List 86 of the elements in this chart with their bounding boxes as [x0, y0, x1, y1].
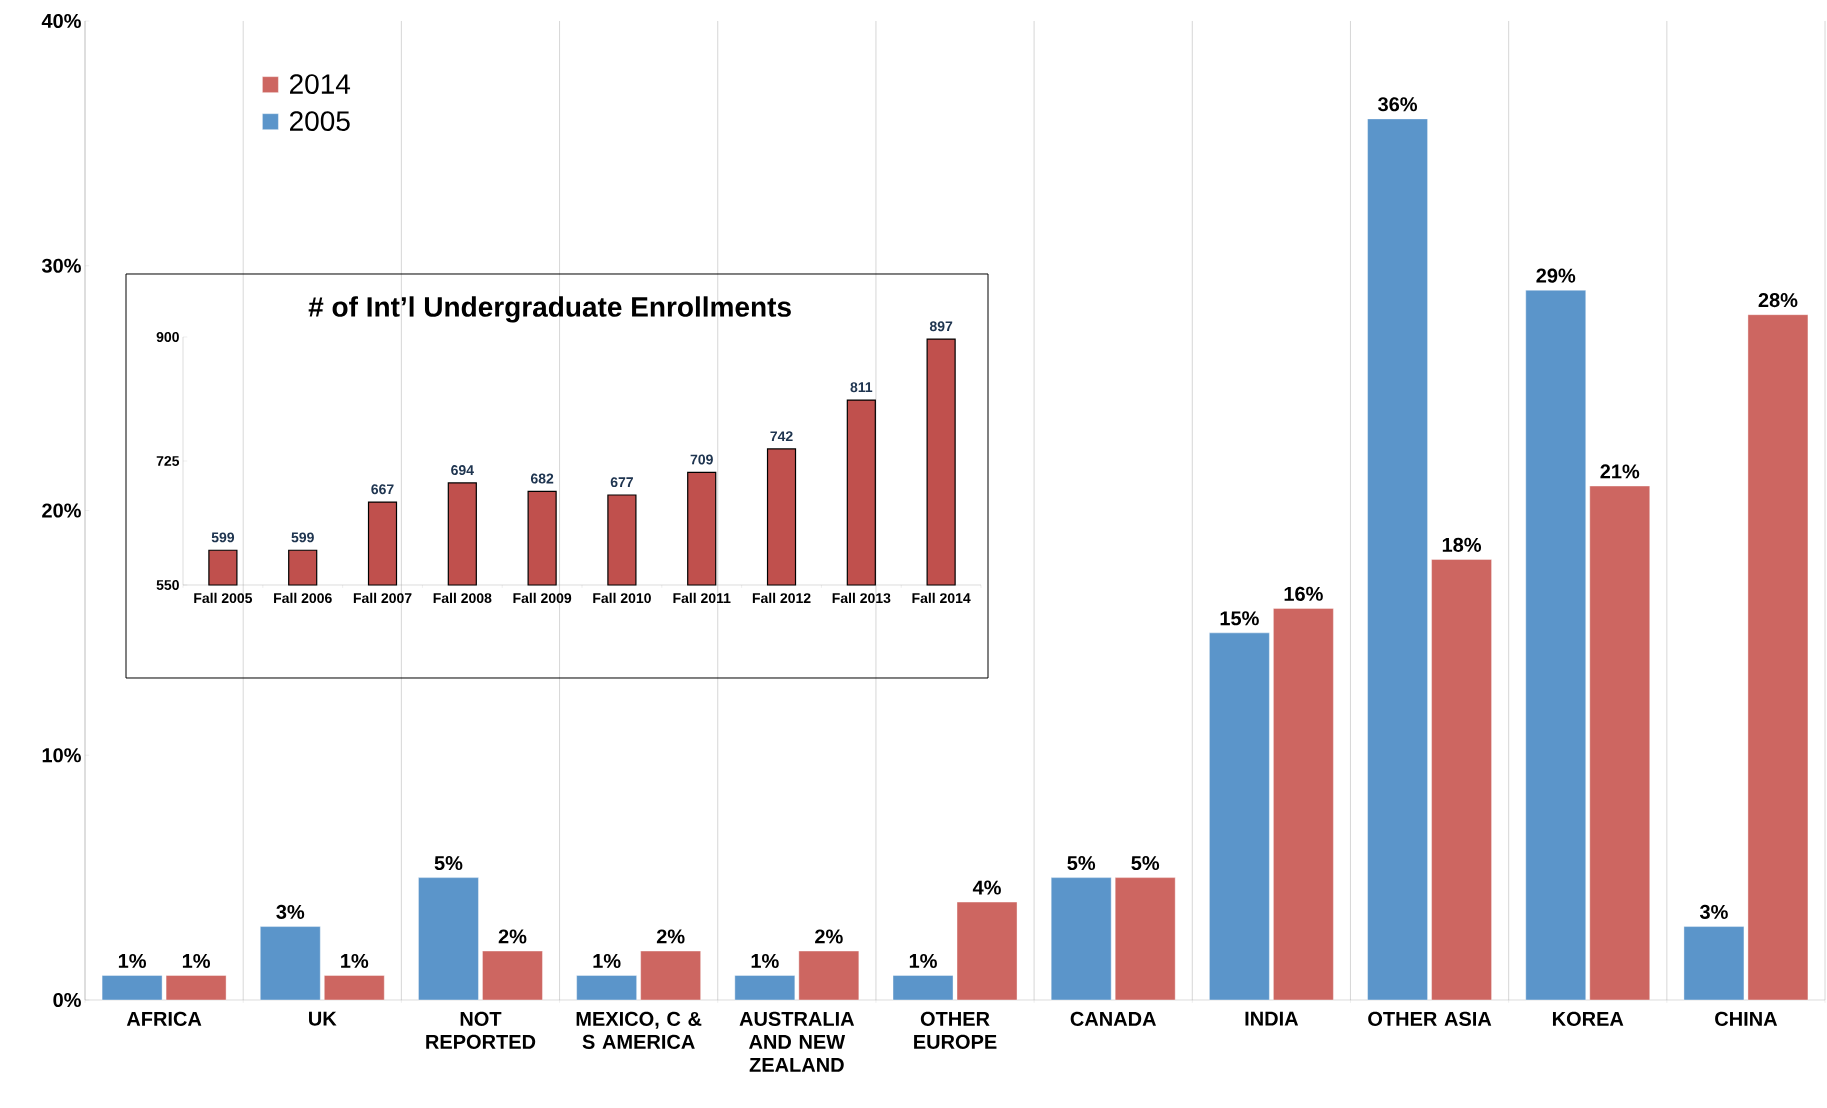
y-tick-label: 10%	[42, 748, 81, 763]
data-label: 3%	[1699, 904, 1728, 920]
bar	[260, 926, 321, 1001]
x-tick-label: MEXICO, C & S AMERICA	[576, 1011, 702, 1049]
data-label: 897	[929, 321, 953, 332]
data-label: 1%	[909, 953, 937, 968]
x-tick-label: NOT REPORTED	[426, 1011, 536, 1049]
x-tick-label: Fall 2005	[194, 592, 253, 604]
legend-label: 2014	[290, 74, 351, 94]
data-label: 1%	[341, 953, 369, 968]
y-tick-label: 725	[156, 456, 180, 466]
bar	[1431, 559, 1492, 1001]
data-label: 677	[610, 477, 633, 488]
x-tick-label: AFRICA	[126, 1011, 202, 1026]
bar	[1525, 290, 1586, 1001]
y-tick-label: 20%	[42, 503, 81, 518]
x-tick-label: CANADA	[1070, 1011, 1156, 1026]
data-label: 682	[530, 473, 554, 484]
x-tick-label: Fall 2009	[513, 592, 572, 604]
x-tick-label: Fall 2011	[673, 592, 731, 604]
data-label: 1%	[751, 953, 779, 968]
data-label: 742	[770, 431, 793, 442]
data-label: 5%	[434, 855, 463, 871]
chart-title: # of Int’l Undergraduate Enrollments	[308, 296, 791, 323]
data-label: 28%	[1758, 293, 1798, 308]
data-label: 16%	[1284, 586, 1323, 601]
data-label: 599	[291, 532, 314, 543]
bar	[418, 877, 479, 1001]
bar	[1589, 485, 1650, 1001]
data-label: 36%	[1378, 97, 1418, 112]
bar	[101, 975, 163, 1001]
data-label: 811	[850, 382, 873, 393]
x-tick-label: UK	[309, 1011, 337, 1026]
data-label: 29%	[1536, 268, 1576, 283]
x-tick-label: Fall 2007	[353, 592, 412, 604]
data-label: 709	[690, 454, 713, 465]
data-label: 5%	[1131, 855, 1160, 871]
data-label: 1%	[182, 953, 211, 968]
bar	[1273, 608, 1334, 1001]
bar	[798, 950, 860, 1001]
x-tick-label: INDIA	[1245, 1011, 1299, 1026]
bar	[1209, 632, 1270, 1001]
x-tick-label: Fall 2014	[912, 592, 971, 604]
y-tick-label: 0%	[53, 992, 81, 1008]
data-label: 667	[371, 484, 394, 495]
x-tick-label: CHINA	[1715, 1011, 1778, 1026]
x-tick-label: Fall 2006	[274, 592, 332, 604]
bar	[956, 901, 1018, 1001]
bar	[482, 950, 543, 1001]
bar	[734, 975, 796, 1001]
bar	[1115, 877, 1176, 1001]
x-tick-label: OTHER ASIA	[1368, 1011, 1492, 1026]
x-tick-label: AUSTRALIA AND NEW ZEALAND	[739, 1011, 855, 1072]
x-tick-label: Fall 2012	[752, 592, 811, 604]
bar	[324, 975, 385, 1001]
data-label: 1%	[118, 953, 147, 968]
bar	[1683, 926, 1745, 1001]
data-label: 3%	[276, 904, 305, 920]
legend-label: 2005	[290, 111, 350, 131]
data-label: 2%	[815, 929, 843, 944]
data-label: 694	[451, 465, 474, 476]
data-label: 15%	[1220, 611, 1259, 626]
bar	[640, 950, 701, 1001]
data-label: 5%	[1067, 855, 1096, 871]
x-tick-label: Fall 2010	[593, 592, 651, 604]
data-label: 18%	[1442, 537, 1482, 552]
y-tick-label: 900	[156, 332, 179, 342]
x-tick-label: KOREA	[1552, 1011, 1624, 1026]
data-label: 21%	[1600, 464, 1640, 479]
data-label: 1%	[593, 953, 621, 968]
bar	[576, 975, 637, 1001]
data-label: 2%	[498, 929, 527, 944]
x-tick-label: Fall 2008	[433, 592, 492, 604]
data-label: 599	[211, 532, 235, 543]
x-tick-label: OTHER EUROPE	[914, 1011, 997, 1049]
bar	[165, 975, 227, 1001]
y-tick-label: 40%	[41, 13, 81, 29]
y-tick-label: 550	[156, 580, 179, 590]
bar	[1747, 314, 1809, 1001]
data-label: 4%	[972, 880, 1001, 895]
x-tick-label: Fall 2013	[832, 592, 891, 604]
bar	[1051, 877, 1112, 1001]
data-label: 2%	[656, 929, 685, 944]
bar	[1367, 118, 1428, 1001]
bar	[892, 975, 954, 1001]
y-tick-label: 30%	[41, 258, 81, 273]
